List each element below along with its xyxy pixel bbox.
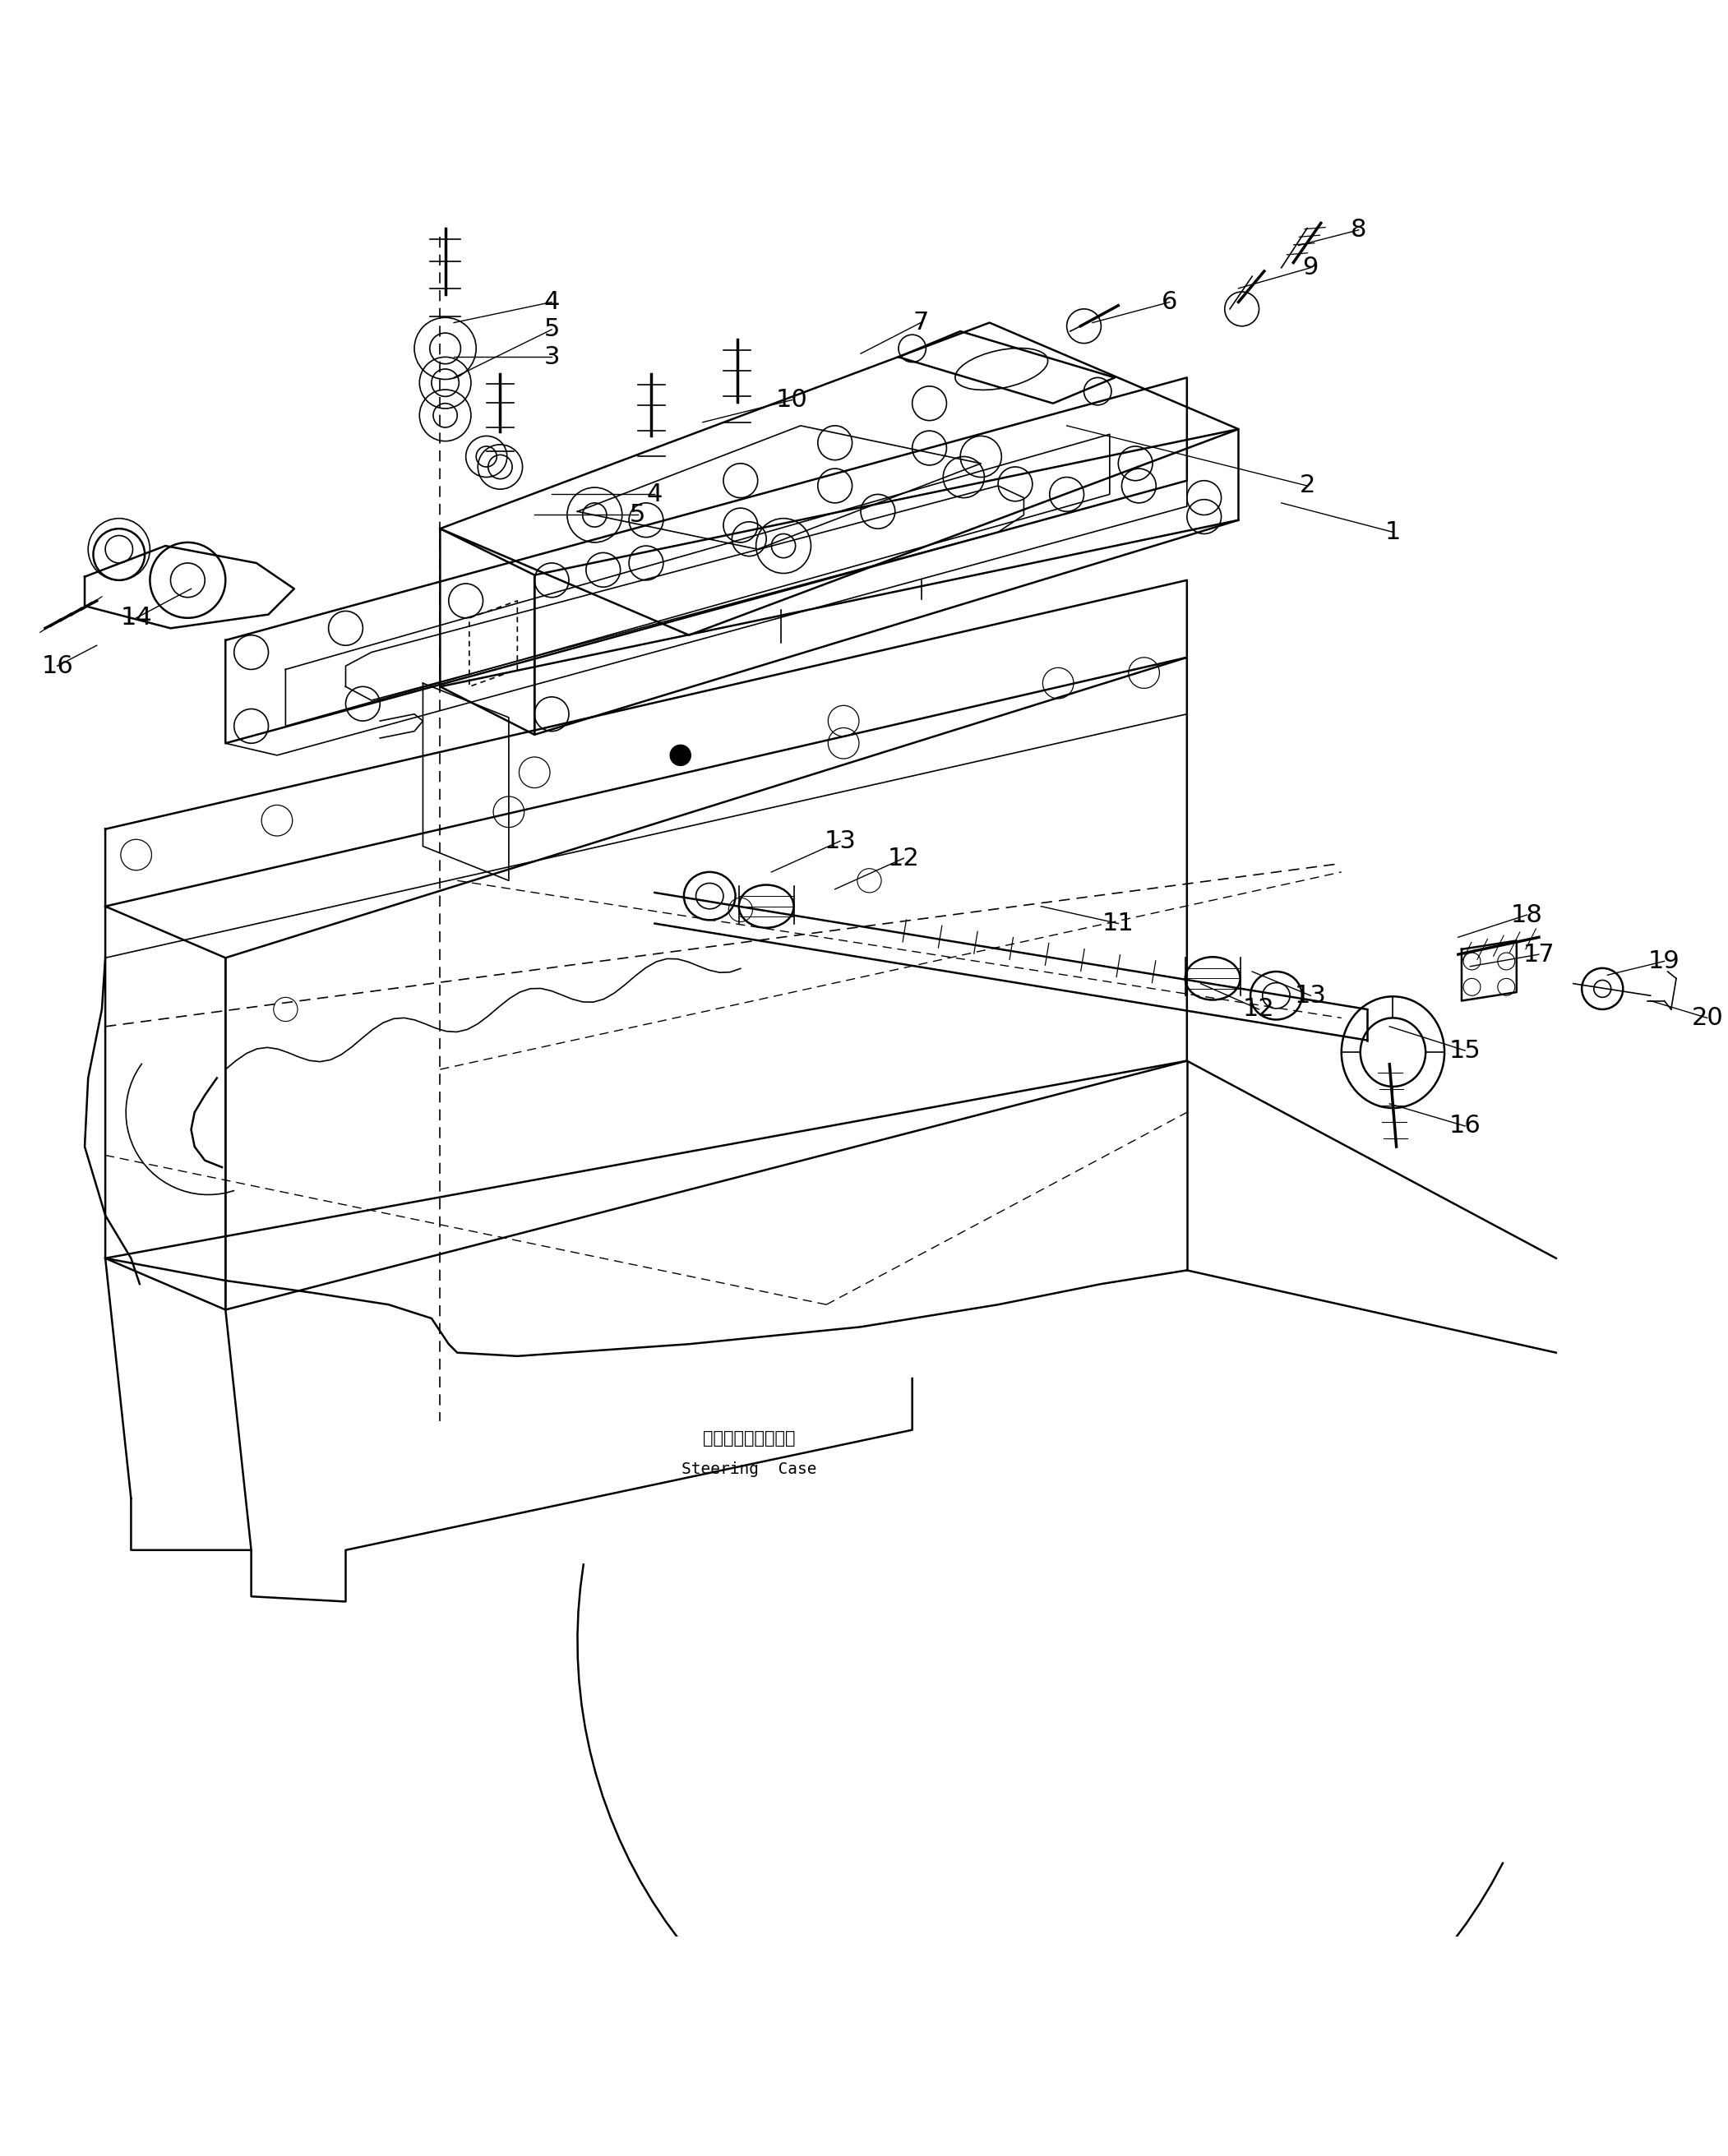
Text: Steering  Case: Steering Case xyxy=(681,1462,817,1477)
Text: 9: 9 xyxy=(1303,257,1318,280)
Text: 17: 17 xyxy=(1522,942,1555,966)
Text: 8: 8 xyxy=(1351,218,1367,241)
Text: 4: 4 xyxy=(544,291,560,315)
Text: 20: 20 xyxy=(1692,1007,1723,1031)
Text: 16: 16 xyxy=(1450,1115,1481,1138)
Text: 19: 19 xyxy=(1649,949,1680,972)
Text: 12: 12 xyxy=(1242,998,1275,1022)
Text: 12: 12 xyxy=(888,847,919,871)
Text: 1: 1 xyxy=(1386,520,1401,543)
Text: 13: 13 xyxy=(824,830,855,854)
Text: 11: 11 xyxy=(1102,912,1134,936)
Text: 10: 10 xyxy=(776,388,809,412)
Text: 14: 14 xyxy=(121,606,152,630)
Circle shape xyxy=(670,746,691,765)
Text: 7: 7 xyxy=(912,310,928,334)
Text: ステアリングケース: ステアリングケース xyxy=(703,1429,795,1447)
Text: 15: 15 xyxy=(1450,1039,1481,1063)
Text: 6: 6 xyxy=(1161,291,1178,315)
Text: 3: 3 xyxy=(544,345,560,369)
Text: 5: 5 xyxy=(544,317,560,341)
Text: 13: 13 xyxy=(1294,983,1327,1007)
Text: 5: 5 xyxy=(629,502,646,526)
Text: 18: 18 xyxy=(1510,903,1543,927)
Text: 2: 2 xyxy=(1299,474,1315,498)
Text: 4: 4 xyxy=(646,483,662,507)
Text: 16: 16 xyxy=(41,653,73,677)
